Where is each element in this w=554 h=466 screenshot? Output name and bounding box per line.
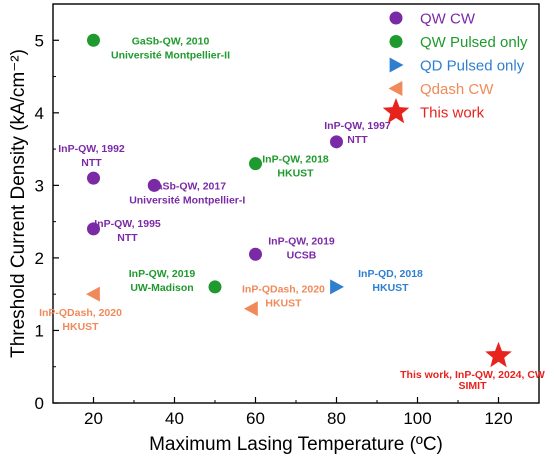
point-annotation: InP-QW, 2019: [268, 235, 335, 247]
point-annotation: NTT: [117, 232, 138, 244]
data-point: [249, 157, 262, 171]
point-annotation: InP-QW, 1992: [58, 143, 125, 155]
x-tick-label: 100: [403, 409, 431, 428]
data-point: [208, 280, 222, 294]
y-tick-label: 4: [35, 104, 44, 123]
point-annotation: UW-Madison: [130, 282, 193, 294]
y-tick-label: 1: [35, 321, 44, 340]
point-annotation: HKUST: [265, 298, 302, 310]
y-tick-label: 3: [35, 176, 44, 195]
point-annotation: HKUST: [62, 321, 99, 333]
point-annotation: Université Montpellier-II: [111, 49, 230, 61]
legend-marker: [389, 57, 404, 73]
point-annotation: Université Montpellier-I: [129, 194, 245, 206]
x-tick-label: 80: [327, 409, 346, 428]
data-point: [147, 178, 161, 192]
legend-label: QW Pulsed only: [420, 34, 528, 51]
legend-marker: [388, 81, 403, 96]
legend-label: Qdash CW: [420, 81, 494, 98]
y-tick-label: 0: [35, 394, 44, 413]
point-annotation: HKUST: [372, 282, 409, 294]
x-tick-label: 40: [165, 409, 184, 428]
y-tick-label: 2: [35, 249, 44, 268]
legend-marker: [389, 11, 403, 25]
data-point: [87, 33, 100, 47]
point-annotation: InP-QDash, 2020: [242, 284, 325, 296]
y-tick-label: 5: [35, 31, 44, 50]
point-annotation: UCSB: [287, 249, 317, 261]
data-point: [87, 222, 100, 236]
point-annotation: InP-QD, 2018: [358, 268, 423, 280]
point-annotation: HKUST: [277, 168, 314, 180]
data-point: [87, 171, 100, 185]
point-annotation: InP-QW, 2019: [129, 268, 196, 280]
x-axis-title: Maximum Lasing Temperature (ºC): [149, 434, 443, 455]
x-tick-label: 20: [84, 409, 103, 428]
point-annotation: GaSb-QW, 2017: [148, 180, 226, 192]
point-annotation: NTT: [81, 157, 102, 169]
legend-marker: [389, 35, 403, 48]
point-annotation: SIMIT: [459, 380, 488, 392]
point-annotation: InP-QDash, 2020: [39, 307, 122, 319]
point-annotation: NTT: [347, 134, 368, 146]
data-point: [243, 301, 258, 317]
point-annotation: GaSb-QW, 2010: [132, 35, 210, 47]
point-annotation: InP-QW, 1997: [324, 120, 391, 132]
data-point: [330, 135, 343, 149]
y-axis-title: Threshold Current Density (kA/cm⁻²): [8, 49, 29, 358]
legend-label: QW CW: [420, 11, 476, 28]
data-point: [330, 279, 344, 295]
point-annotation: InP-QW, 1995: [94, 218, 161, 230]
point-annotation: InP-QW, 2018: [262, 154, 329, 166]
x-tick-label: 60: [246, 409, 265, 428]
legend-marker: [382, 98, 410, 124]
data-point: [485, 341, 512, 368]
legend-label: QD Pulsed only: [420, 58, 525, 75]
point-annotation: This work, InP-QW, 2024, CW: [400, 369, 545, 381]
legend-label: This work: [420, 105, 485, 122]
data-point: [249, 247, 262, 261]
x-tick-label: 120: [484, 409, 512, 428]
data-point: [86, 286, 100, 302]
